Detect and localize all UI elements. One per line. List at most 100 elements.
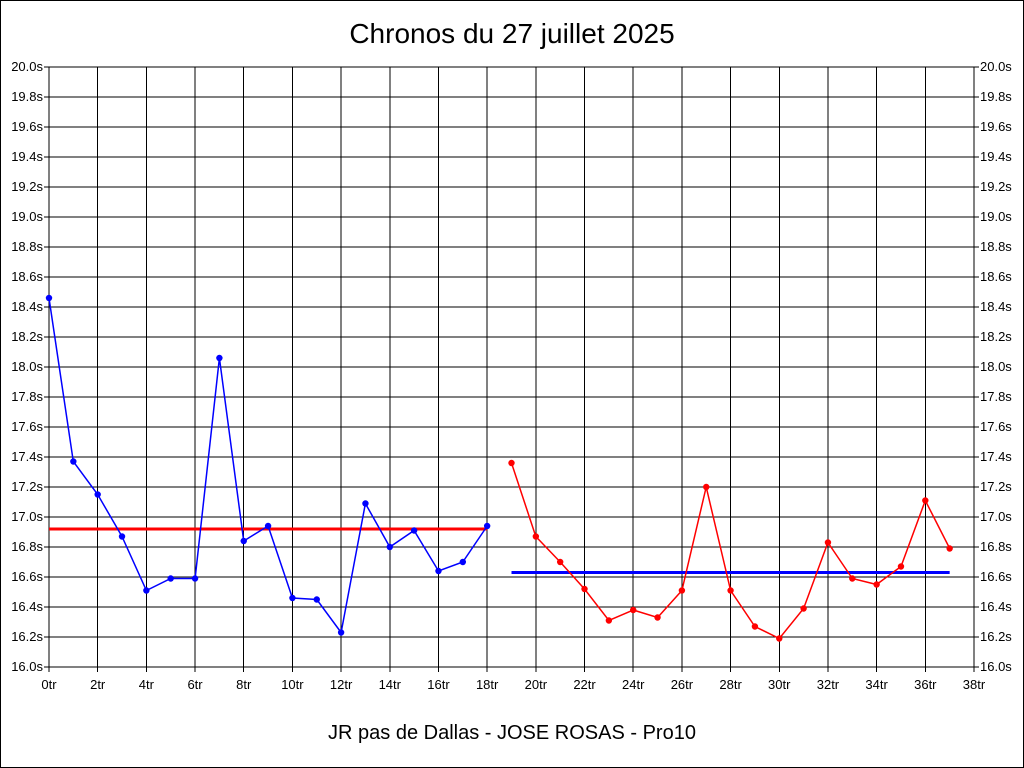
series-1-point: [313, 596, 320, 603]
y-tick-label-right: 19.2s: [980, 179, 1012, 194]
y-tick-label-left: 17.6s: [11, 419, 43, 434]
series-2-point: [654, 614, 661, 621]
y-tick-label-right: 18.2s: [980, 329, 1012, 344]
y-tick-label-right: 17.2s: [980, 479, 1012, 494]
y-tick-label-right: 18.4s: [980, 299, 1012, 314]
y-tick-label-left: 19.6s: [11, 119, 43, 134]
series-1-point: [362, 500, 369, 507]
y-tick-label-right: 16.0s: [980, 659, 1012, 674]
y-tick-label-right: 17.8s: [980, 389, 1012, 404]
chart-title: Chronos du 27 juillet 2025: [349, 18, 675, 49]
series-2-point: [605, 617, 613, 624]
y-tick-label-left: 19.0s: [11, 209, 43, 224]
x-tick-label: 36tr: [914, 677, 937, 692]
y-tick-label-right: 16.2s: [980, 629, 1012, 644]
series-2-point: [678, 587, 686, 594]
y-tick-label-right: 17.4s: [980, 449, 1012, 464]
y-tick-label-right: 16.8s: [980, 539, 1012, 554]
y-tick-label-right: 19.8s: [980, 89, 1012, 104]
series-1-point: [45, 294, 53, 302]
series-2-point: [727, 587, 734, 594]
x-tick-label: 24tr: [622, 677, 645, 692]
series-1-point: [216, 354, 223, 362]
series-2-point: [849, 575, 856, 582]
x-tick-label: 2tr: [90, 677, 106, 692]
x-tick-label: 18tr: [476, 677, 499, 692]
x-tick-label: 32tr: [817, 677, 840, 692]
series-2-point: [873, 581, 880, 588]
y-tick-label-right: 20.0s: [980, 59, 1012, 74]
y-tick-label-left: 19.2s: [11, 179, 43, 194]
y-tick-label-right: 17.6s: [980, 419, 1012, 434]
y-tick-label-right: 16.6s: [980, 569, 1012, 584]
y-tick-label-right: 19.4s: [980, 149, 1012, 164]
y-tick-label-left: 18.4s: [11, 299, 43, 314]
series-2-point: [630, 606, 637, 614]
y-tick-label-left: 18.8s: [11, 239, 43, 254]
y-tick-label-left: 16.0s: [11, 659, 43, 674]
y-tick-label-right: 18.0s: [980, 359, 1012, 374]
y-tick-label-left: 16.4s: [11, 599, 43, 614]
y-tick-label-left: 17.4s: [11, 449, 43, 464]
y-tick-label-left: 16.8s: [11, 539, 43, 554]
series-1-point: [483, 522, 491, 530]
x-tick-label: 26tr: [671, 677, 694, 692]
x-tick-label: 14tr: [379, 677, 402, 692]
x-tick-label: 0tr: [41, 677, 57, 692]
x-tick-label: 4tr: [139, 677, 155, 692]
y-tick-label-left: 17.2s: [11, 479, 43, 494]
y-tick-label-right: 19.6s: [980, 119, 1012, 134]
y-tick-label-left: 18.6s: [11, 269, 43, 284]
y-tick-label-right: 16.4s: [980, 599, 1012, 614]
series-2-point: [751, 623, 759, 630]
series-1-point: [143, 587, 150, 594]
y-tick-label-left: 17.0s: [11, 509, 43, 524]
series-2-point: [556, 558, 564, 566]
x-tick-label: 6tr: [187, 677, 203, 692]
y-tick-label-left: 19.4s: [11, 149, 43, 164]
series-2-point: [946, 545, 953, 552]
y-tick-label-left: 16.6s: [11, 569, 43, 584]
x-tick-label: 20tr: [525, 677, 548, 692]
x-tick-label: 30tr: [768, 677, 791, 692]
y-tick-label-right: 18.6s: [980, 269, 1012, 284]
series-1-point: [167, 575, 174, 582]
series-2-point: [922, 497, 929, 504]
series-2-point: [897, 563, 905, 570]
series-2-point: [800, 605, 807, 612]
y-tick-label-left: 19.8s: [11, 89, 43, 104]
series-2-point: [824, 539, 832, 546]
chart-footer: JR pas de Dallas - JOSE ROSAS - Pro10: [328, 722, 696, 744]
series-1-point: [337, 629, 345, 636]
series-1-point: [240, 537, 247, 545]
x-tick-label: 34tr: [865, 677, 888, 692]
x-tick-label: 8tr: [236, 677, 252, 692]
x-tick-label: 38tr: [963, 677, 986, 692]
series-1-point: [410, 527, 418, 534]
series-1-point: [118, 533, 126, 540]
series-1-point: [70, 458, 77, 465]
plot-area-border: [48, 66, 975, 668]
series-2-point: [532, 533, 540, 540]
series-2-point: [776, 635, 783, 642]
series-1-point: [459, 558, 467, 566]
series-1-point: [94, 491, 101, 498]
x-tick-label: 28tr: [719, 677, 742, 692]
y-tick-label-left: 18.2s: [11, 329, 43, 344]
series-2-point: [508, 459, 515, 467]
series-line-1: [48, 297, 488, 635]
series-1-point: [191, 575, 199, 582]
y-tick-label-left: 17.8s: [11, 389, 43, 404]
x-tick-label: 22tr: [573, 677, 596, 692]
y-tick-label-right: 17.0s: [980, 509, 1012, 524]
series-2-point: [703, 483, 710, 491]
x-tick-label: 10tr: [281, 677, 304, 692]
x-tick-label: 12tr: [330, 677, 353, 692]
series-1-point: [289, 594, 296, 602]
series-1-point: [386, 543, 393, 551]
y-tick-label-left: 16.2s: [11, 629, 43, 644]
series-2-point: [581, 585, 588, 593]
y-tick-label-left: 20.0s: [11, 59, 43, 74]
